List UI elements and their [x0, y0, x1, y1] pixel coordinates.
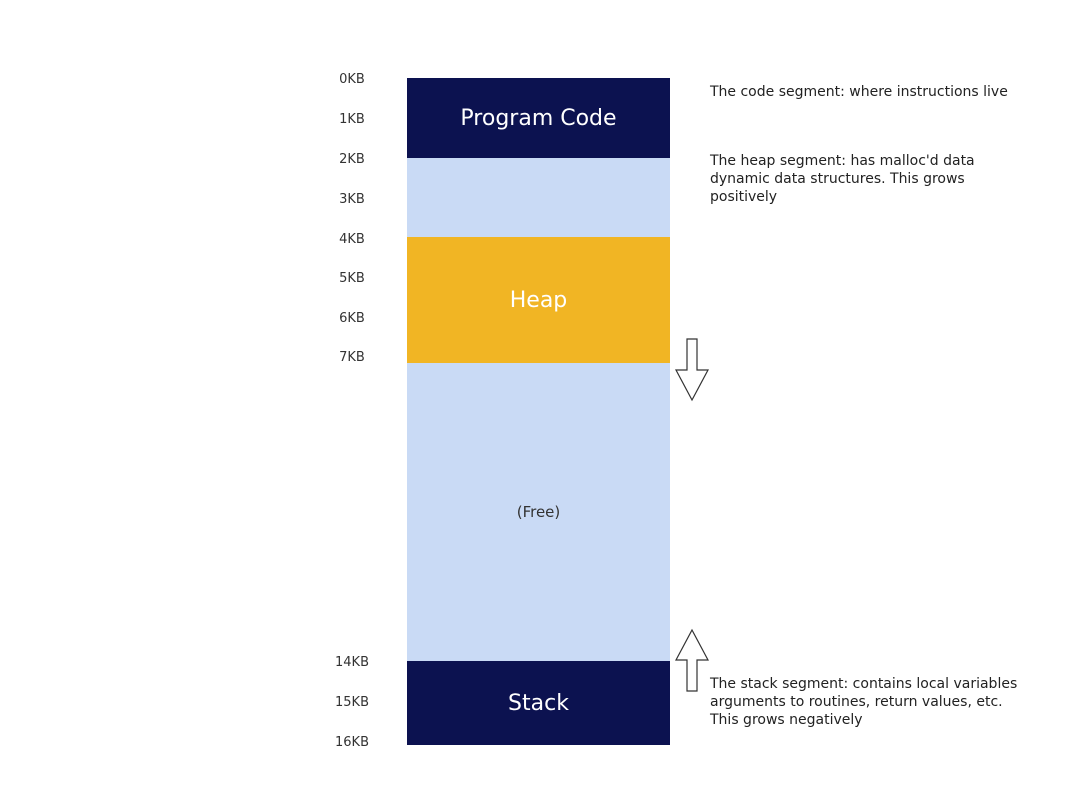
heap-label: Heap — [509, 287, 568, 313]
address-tick-4kb: 4KB — [339, 232, 365, 247]
heap-note-line-2: dynamic data structures. This grows — [710, 171, 965, 187]
address-tick-14kb: 14KB — [335, 655, 369, 670]
address-tick-1kb: 1KB — [339, 112, 365, 127]
free-label: (Free) — [516, 503, 561, 521]
stack-note-line-1: The stack segment: contains local variab… — [710, 676, 1018, 692]
address-tick-15kb: 15KB — [335, 695, 369, 710]
code-note-line: The code segment: where instructions liv… — [710, 84, 1008, 100]
address-tick-2kb: 2KB — [339, 152, 365, 167]
stack-note-line-3: This grows negatively — [710, 712, 863, 728]
address-tick-0kb: 0KB — [339, 72, 365, 87]
free-segment: (Free) — [407, 363, 670, 661]
address-tick-3kb: 3KB — [339, 192, 365, 207]
unused-gap-segment — [407, 158, 670, 237]
stack-note-line-2: arguments to routines, return values, et… — [710, 694, 1003, 710]
address-tick-7kb: 7KB — [339, 350, 365, 365]
up-arrow-icon — [675, 628, 709, 692]
stack-segment: Stack — [407, 661, 670, 745]
code-segment-note: The code segment: where instructions liv… — [710, 83, 1060, 101]
program-code-segment: Program Code — [407, 78, 670, 158]
heap-note-line-1: The heap segment: has malloc'd data — [710, 153, 975, 169]
address-tick-5kb: 5KB — [339, 271, 365, 286]
heap-segment: Heap — [407, 237, 670, 363]
program-code-label: Program Code — [460, 105, 617, 131]
stack-label: Stack — [508, 690, 569, 716]
down-arrow-icon — [675, 338, 709, 402]
stack-segment-note: The stack segment: contains local variab… — [710, 675, 1060, 729]
heap-segment-note: The heap segment: has malloc'd data dyna… — [710, 152, 1060, 206]
address-tick-6kb: 6KB — [339, 311, 365, 326]
address-tick-16kb: 16KB — [335, 735, 369, 750]
heap-note-line-3: positively — [710, 189, 778, 205]
